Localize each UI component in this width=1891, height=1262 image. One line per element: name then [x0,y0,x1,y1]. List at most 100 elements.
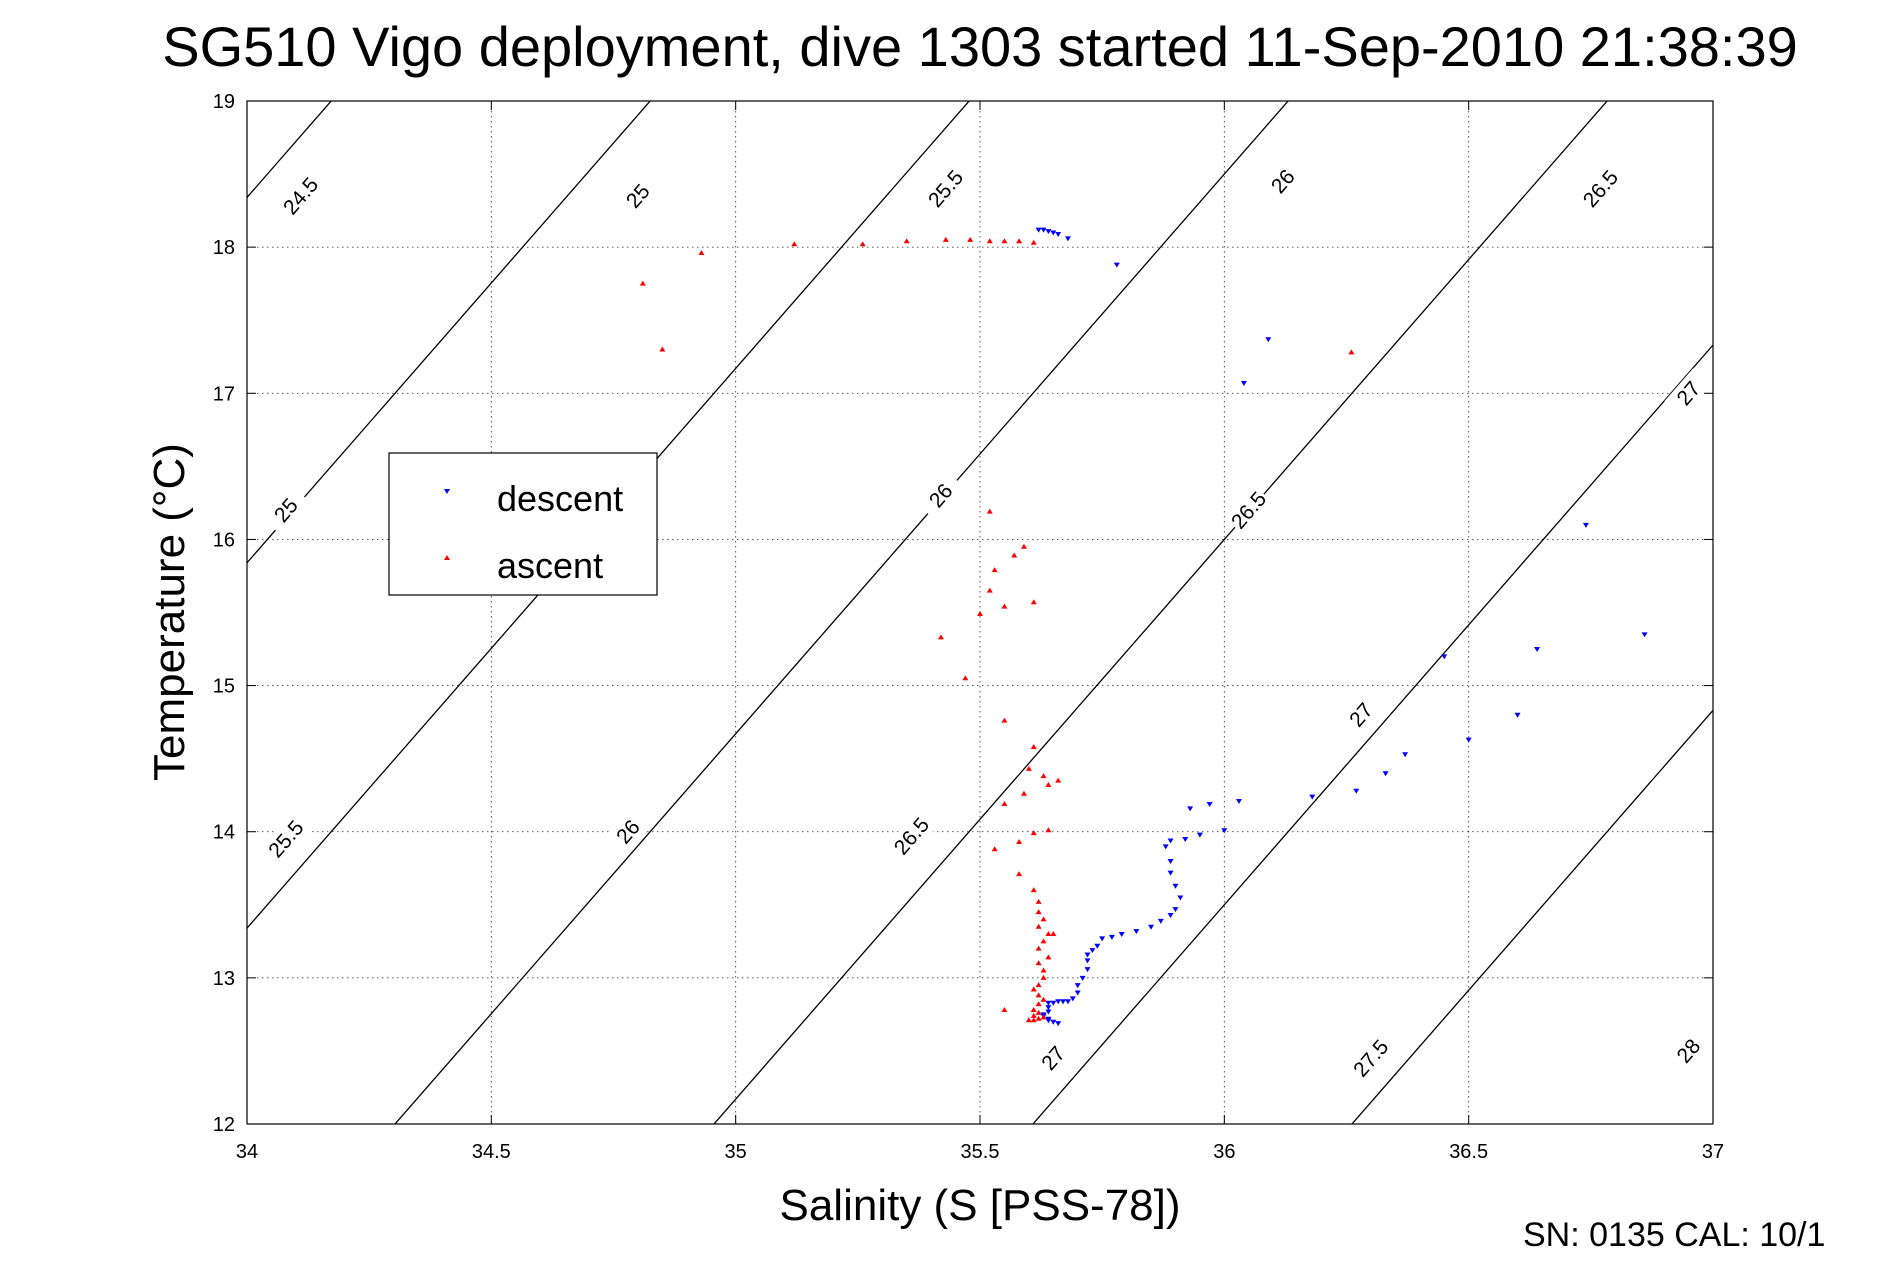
x-tick-label: 37 [1702,1141,1724,1163]
isopycnal-line [247,101,333,199]
descent-point [1064,236,1071,242]
ascent-point [1045,827,1052,833]
ascent-point [1016,838,1023,844]
ascent-point [698,249,705,255]
ascent-point [1030,743,1037,749]
ascent-point [1020,543,1027,549]
ascent-point [962,675,969,681]
ascent-point [1030,1017,1037,1023]
descent-point [1309,794,1316,800]
descent-point [1177,895,1184,901]
ascent-point [1045,931,1052,937]
ascent-point [1030,1012,1037,1018]
isopycnal-label-bg [1258,156,1308,207]
isopycnal-line [247,101,652,564]
descent-point [1187,806,1194,812]
y-tick-label: 13 [213,968,235,990]
isopycnal-line [247,101,971,930]
ascent-point [986,238,993,244]
x-tick-label: 34.5 [472,1141,511,1163]
ascent-point [991,567,998,573]
descent-point [1167,870,1174,876]
descent-point [1084,967,1091,973]
descent-point [1074,983,1081,989]
descent-point [1035,227,1042,233]
y-tick-label: 18 [213,237,235,259]
descent-point [1148,924,1155,930]
isopycnal-line [394,101,1289,1124]
descent-point [1069,996,1076,1002]
descent-point [1055,231,1062,237]
y-tick-label: 16 [213,529,235,551]
ascent-point [991,846,998,852]
ascent-point [1016,238,1023,244]
ascent-point [1050,931,1057,937]
descent-point [1050,1019,1057,1025]
legend-descent-label: descent [497,478,623,519]
ascent-point [967,236,974,242]
descent-point [1221,828,1228,834]
x-tick-label: 36.5 [1449,1141,1488,1163]
ascent-point [1040,1014,1047,1020]
ascent-point [1001,800,1008,806]
ascent-point [1035,960,1042,966]
descent-point [1084,952,1091,958]
descent-point [1040,227,1047,233]
descent-point [1050,230,1057,236]
descent-point [1402,752,1409,758]
ascent-point [1030,986,1037,992]
ascent-point [639,280,646,286]
descent-point [1240,381,1247,387]
ascent-point [1011,552,1018,558]
descent-point [1074,990,1081,996]
descent-point [1055,999,1062,1005]
ascent-point [937,634,944,640]
ascent-point [659,346,666,352]
descent-point [1060,999,1067,1005]
descent-point [1045,229,1052,235]
y-tick-label: 14 [213,822,235,844]
descent-point [1108,934,1115,940]
chart-title: SG510 Vigo deployment, dive 1303 started… [162,15,1798,78]
ascent-point [1040,967,1047,973]
ascent-point [1035,909,1042,915]
axis-ticks: 34 34.5 35 35.5 36 36.5 37 12 13 14 15 16 17 18 19 [213,91,1724,1163]
ascent-point [791,241,798,247]
ascent-point [1001,717,1008,723]
legend-descent-marker [444,489,450,494]
legend: descent ascent [388,452,658,596]
descent-point [1045,1009,1052,1015]
ascent-point [1025,1017,1032,1023]
descent-point [1045,1005,1052,1011]
descent-point [1182,837,1189,843]
ascent-point [1035,945,1042,951]
ascent-point [903,238,910,244]
descent-point [1235,799,1242,805]
descent-point [1118,932,1125,938]
isopycnal-label-bg [1346,1033,1396,1084]
isopycnal-label-bg [603,806,653,857]
descent-point [1113,262,1120,268]
ascent-point [1030,1007,1037,1013]
descent-point [1353,788,1360,794]
isopycnal-label-bg [1336,689,1386,740]
descent-point [1582,522,1589,528]
calibration-footer: SN: 0135 CAL: 10/1 [1523,1216,1825,1254]
descent-point [1079,975,1086,981]
ascent-point [1040,773,1047,779]
descent-point [1441,654,1448,660]
ascent-point [1040,996,1047,1002]
isopycnal-line [713,101,1608,1124]
data-points [639,227,1648,1027]
isopycnal-label-bg [1224,485,1274,536]
ascent-point [1035,1001,1042,1007]
ascent-point [986,508,993,514]
ascent-point [1001,1007,1008,1013]
descent-point [1514,712,1521,718]
descent-point [1167,838,1174,844]
descent-point [1050,1000,1057,1006]
x-tick-label: 34 [236,1141,258,1163]
descent-point [1089,948,1096,954]
x-tick-label: 35.5 [961,1141,1000,1163]
